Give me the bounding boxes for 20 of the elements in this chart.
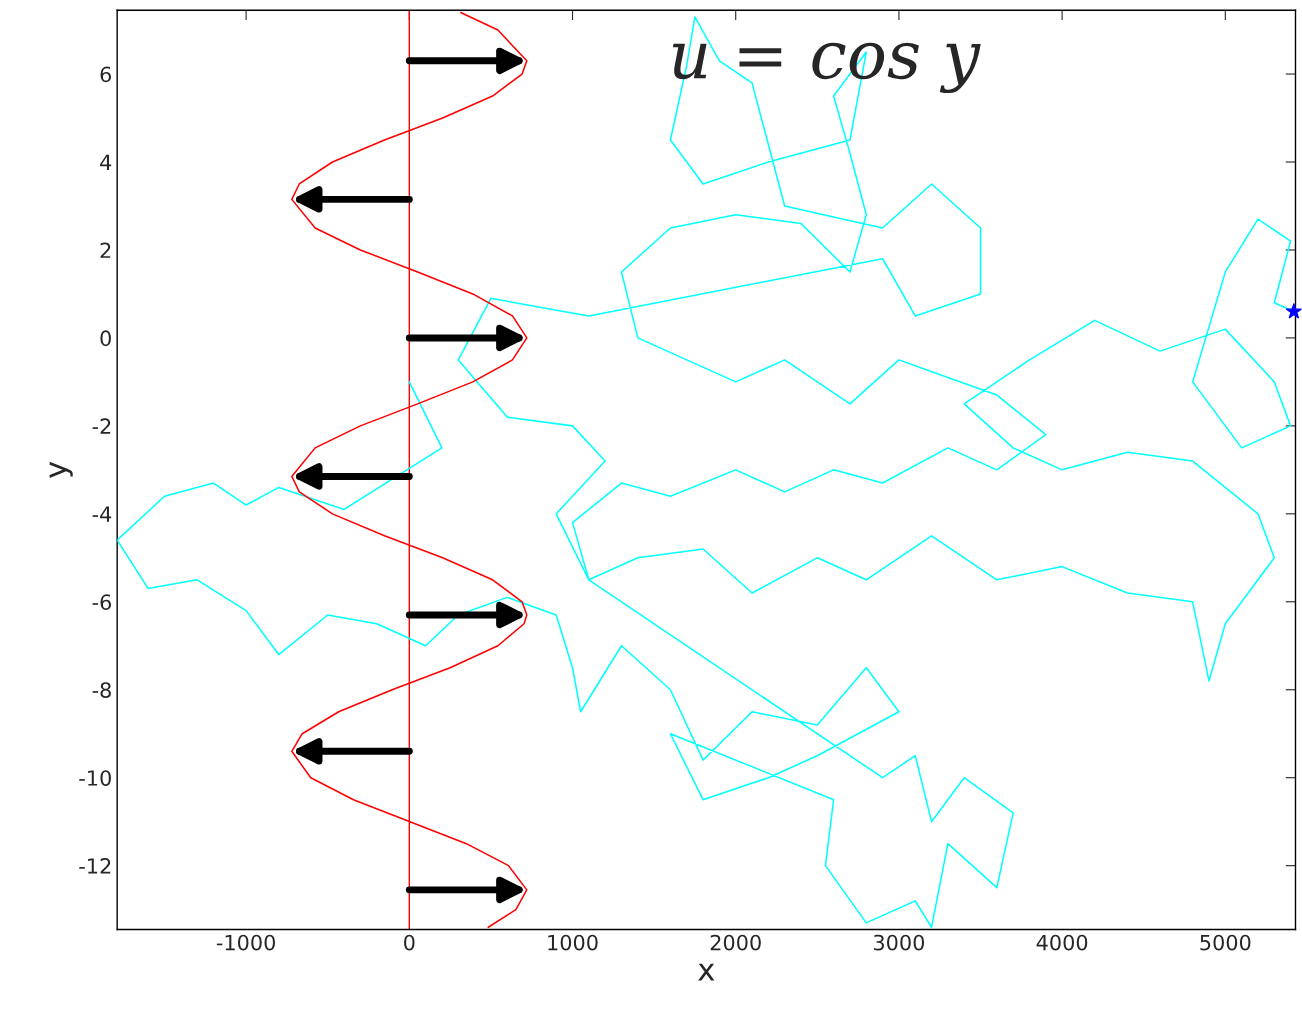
x-tick-label: -1000 — [216, 934, 275, 951]
x-tick-label: 5000 — [1200, 934, 1251, 951]
y-tick-label: 0 — [100, 330, 111, 347]
y-tick-label: 2 — [100, 242, 111, 258]
y-tick-label: -10 — [79, 770, 111, 786]
y-tick-label: -8 — [92, 682, 111, 698]
y-tick-label: 4 — [100, 154, 112, 170]
line-series — [291, 11, 528, 929]
x-tick-label: 1000 — [548, 934, 598, 951]
y-tick-label: -6 — [92, 594, 112, 610]
y-tick-label: -12 — [79, 858, 111, 874]
y-tick-label: -2 — [92, 418, 111, 434]
y-tick-label: 6 — [100, 66, 112, 83]
y-axis-title: y — [49, 461, 73, 478]
y-tick-label: -4 — [92, 506, 112, 522]
x-tick-label: 4000 — [1036, 934, 1088, 951]
x-tick-label: 0 — [404, 934, 415, 951]
x-tick-label: 2000 — [710, 934, 761, 951]
x-axis-title: x — [698, 963, 715, 981]
x-tick-label: 3000 — [873, 934, 925, 951]
